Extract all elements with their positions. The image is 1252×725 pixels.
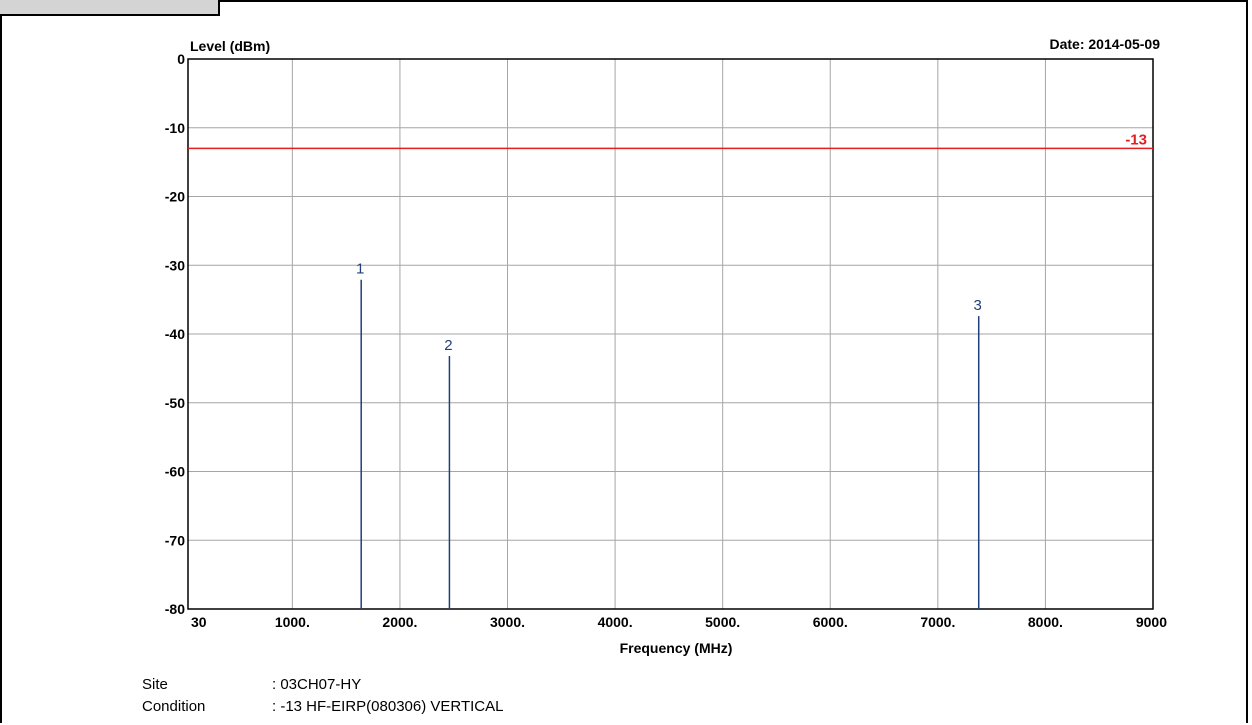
x-tick-label: 6000. (813, 614, 848, 630)
y-tick-label: -60 (165, 464, 185, 480)
y-tick-label: 0 (177, 51, 185, 67)
y-tick-labels: 0 -10 -20 -30 -40 -50 -60 -70 -80 (165, 51, 185, 617)
marker-group: 1 2 3 (356, 261, 982, 609)
x-tick-label: 8000. (1028, 614, 1063, 630)
limit-label: -13 (1125, 131, 1147, 148)
x-tick-label: 7000. (920, 614, 955, 630)
y-tick-label: -50 (165, 395, 185, 411)
x-tick-label: 30 (191, 614, 207, 630)
condition-row: Condition : -13 HF-EIRP(080306) VERTICAL (142, 698, 503, 716)
site-row: Site : 03CH07-HY (142, 676, 361, 694)
header-tab (0, 0, 220, 16)
y-axis-label: Level (dBm) (190, 38, 270, 54)
condition-key: Condition (142, 698, 206, 715)
y-tick-label: -10 (165, 120, 185, 136)
x-tick-label: 4000. (598, 614, 633, 630)
site-key: Site (142, 676, 168, 693)
site-value: : 03CH07-HY (272, 676, 362, 693)
y-tick-label: -30 (165, 257, 185, 273)
x-tick-label: 3000. (490, 614, 525, 630)
y-tick-label: -80 (165, 601, 185, 617)
marker-3-label: 3 (974, 297, 982, 314)
x-tick-label: 9000 (1136, 614, 1167, 630)
x-tick-labels: 30 1000. 2000. 3000. 4000. 5000. 6000. 7000. 800… (191, 614, 1167, 630)
x-tick-label: 2000. (382, 614, 417, 630)
plot-area (187, 58, 1154, 610)
x-axis-label: Frequency (MHz) (620, 640, 733, 656)
x-tick-label: 5000. (705, 614, 740, 630)
grid-lines (188, 59, 1153, 609)
marker-1-label: 1 (356, 261, 364, 278)
y-tick-label: -70 (165, 532, 185, 548)
y-tick-label: -20 (165, 189, 185, 205)
y-tick-label: -40 (165, 326, 185, 342)
condition-value: : -13 HF-EIRP(080306) VERTICAL (272, 698, 504, 715)
x-tick-label: 1000. (275, 614, 310, 630)
date-label: Date: 2014-05-09 (1049, 36, 1160, 52)
marker-2-label: 2 (444, 337, 452, 354)
